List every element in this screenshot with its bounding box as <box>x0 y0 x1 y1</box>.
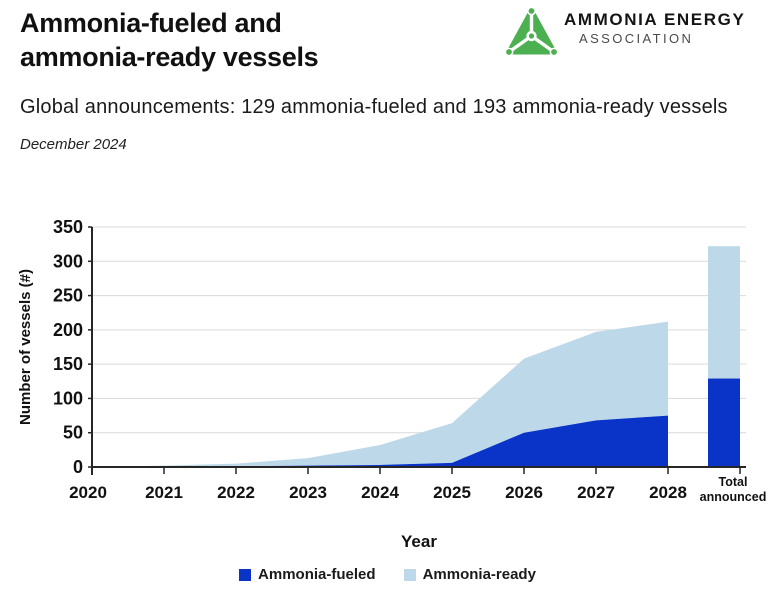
legend-label-ammonia-fueled: Ammonia-fueled <box>258 566 376 583</box>
x-tick-label-2026: 2026 <box>505 483 543 502</box>
y-tick-label-250: 250 <box>53 286 83 306</box>
chart-subtitle: Global announcements: 129 ammonia-fueled… <box>20 96 728 118</box>
legend-swatch-ammonia-ready <box>403 568 416 581</box>
y-tick-label-200: 200 <box>53 320 83 340</box>
y-tick-label-350: 350 <box>53 217 83 237</box>
y-tick-label-100: 100 <box>53 388 83 408</box>
x-tick-label-2021: 2021 <box>145 483 183 502</box>
chart-legend: Ammonia-fueled Ammonia-ready <box>0 566 775 583</box>
x-tick-label-2022: 2022 <box>217 483 255 502</box>
logo-name: AMMONIA ENERGY <box>564 10 746 29</box>
legend-label-ammonia-ready: Ammonia-ready <box>422 566 536 583</box>
page-title-line2: ammonia-ready vessels <box>20 42 319 72</box>
x-tick-label-2025: 2025 <box>433 483 471 502</box>
legend-swatch-ammonia-fueled <box>239 568 252 581</box>
date-label: December 2024 <box>20 136 127 153</box>
x-tick-label-total-announced-1: Total <box>719 475 748 489</box>
y-axis-title: Number of vessels (#) <box>17 269 34 425</box>
total-bar-ammonia-ready <box>708 246 740 379</box>
ammonia-molecule-triangle-icon <box>505 8 558 57</box>
legend-item-ammonia-fueled: Ammonia-fueled <box>239 566 376 583</box>
x-tick-label-2023: 2023 <box>289 483 327 502</box>
x-tick-label-2020: 2020 <box>69 483 107 502</box>
x-tick-label-2024: 2024 <box>361 483 399 502</box>
vessels-area-chart: 0 50 100 150 200 250 300 350 2020 2021 2022 2023 202… <box>17 217 767 551</box>
x-tick-label-2027: 2027 <box>577 483 615 502</box>
y-tick-label-0: 0 <box>73 457 83 477</box>
total-bar-ammonia-fueled <box>708 378 740 467</box>
x-tick-label-total-announced-2: announced <box>700 490 767 504</box>
logo-subname: ASSOCIATION <box>579 31 694 46</box>
x-axis-title: Year <box>401 532 437 551</box>
page-title-line1: Ammonia-fueled and <box>20 8 282 38</box>
y-tick-label-50: 50 <box>63 423 83 443</box>
page-title: Ammonia-fueled and ammonia-ready vessels <box>20 6 319 74</box>
logo-text: AMMONIA ENERGY ASSOCIATION <box>564 8 745 46</box>
x-tick-label-2028: 2028 <box>649 483 687 502</box>
y-tick-label-300: 300 <box>53 251 83 271</box>
area-ammonia-fueled <box>92 415 668 467</box>
y-tick-label-150: 150 <box>53 354 83 374</box>
legend-item-ammonia-ready: Ammonia-ready <box>403 566 536 583</box>
logo: AMMONIA ENERGY ASSOCIATION <box>505 8 745 58</box>
area-ammonia-ready <box>92 321 668 467</box>
